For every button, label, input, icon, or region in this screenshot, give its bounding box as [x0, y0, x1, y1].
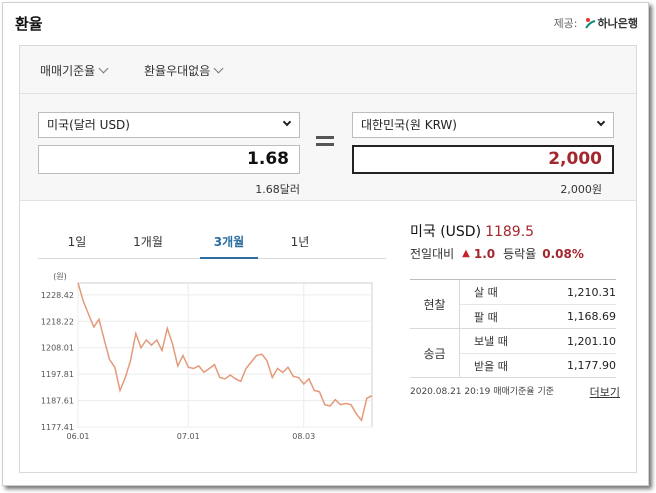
up-arrow-icon: ▲ — [462, 248, 470, 259]
row-label: 살 때 — [474, 284, 498, 300]
x-tick-label: 06.01 — [67, 432, 90, 441]
provider-name: 하나은행 — [598, 15, 638, 31]
from-currency-label: 미국(달러 USD) — [47, 118, 130, 132]
rate-detail-section: 1일 1개월 3개월 1년 1228.42 1218.22 1208.01 1197.… — [20, 201, 636, 472]
chevron-down-icon — [214, 64, 224, 74]
to-amount-input[interactable]: 2,000 — [352, 145, 614, 174]
change-value: 1.0 — [474, 247, 495, 261]
table-row: 받을 때 1,177.90 — [460, 353, 616, 377]
tab-1month[interactable]: 1개월 — [119, 233, 177, 250]
filter-bar: 매매기준율 환율우대없음 — [20, 46, 636, 94]
chevron-down-icon — [99, 64, 109, 74]
hana-logo-icon — [584, 17, 596, 29]
current-rate-summary: 미국 (USD) 1189.5 전일대비 ▲ 1.0 등락율 0.08% — [410, 221, 616, 262]
y-tick-label: 1218.22 — [41, 317, 74, 326]
rate-footnote: 2020.08.21 20:19 매매기준율 기준 더보기 — [410, 384, 620, 400]
dropdown-arrow-icon — [283, 118, 291, 126]
more-link[interactable]: 더보기 — [590, 384, 620, 400]
remittance-group: 송금 보낼 때 1,201.10 받을 때 1,177.90 — [410, 329, 616, 378]
row-value: 1,177.90 — [567, 359, 616, 372]
from-currency-select[interactable]: 미국(달러 USD) — [38, 112, 300, 138]
y-tick-label: 1187.61 — [41, 397, 74, 406]
currency-heading: 미국 (USD) 1189.5 — [410, 221, 616, 241]
dropdown-arrow-icon — [597, 118, 605, 126]
tab-1day[interactable]: 1일 — [48, 233, 106, 250]
widget-header: 환율 제공: 하나은행 — [13, 11, 638, 35]
x-tick-label: 07.01 — [177, 432, 200, 441]
row-label: 팔 때 — [474, 309, 498, 325]
ratio-label: 등락율 — [503, 245, 536, 262]
table-row: 보낼 때 1,201.10 — [460, 329, 616, 353]
group-label: 송금 — [410, 329, 460, 377]
y-tick-label: 1228.42 — [41, 291, 74, 300]
row-value: 1,210.31 — [567, 286, 616, 299]
provider-info: 제공: 하나은행 — [554, 15, 638, 31]
row-label: 받을 때 — [474, 358, 508, 374]
change-label: 전일대비 — [410, 245, 454, 262]
row-value: 1,168.69 — [567, 310, 616, 323]
country-name: 미국 (USD) — [410, 224, 481, 240]
from-amount-input[interactable]: 1.68 — [38, 145, 300, 174]
hana-bank-logo[interactable]: 하나은행 — [584, 15, 638, 31]
y-axis-unit: (원) — [53, 272, 67, 281]
row-label: 보낼 때 — [474, 333, 508, 349]
to-currency-select[interactable]: 대한민국(원 KRW) — [352, 112, 614, 138]
period-tabs: 1일 1개월 3개월 1년 — [38, 221, 386, 259]
y-tick-label: 1177.41 — [41, 423, 74, 432]
currency-converter: 미국(달러 USD) 1.68 1.68달러 대한민국(원 KRW) 2,000… — [20, 94, 636, 201]
rate-basis-dropdown[interactable]: 매매기준율 — [40, 62, 107, 79]
from-amount-text: 1.68달러 — [180, 181, 300, 197]
cash-group: 현찰 살 때 1,210.31 팔 때 1,168.69 — [410, 280, 616, 329]
widget-title: 환율 — [15, 13, 43, 34]
rate-basis-label: 매매기준율 — [40, 62, 95, 79]
rate-timestamp: 2020.08.21 20:19 매매기준율 기준 — [410, 384, 554, 400]
equals-icon — [316, 136, 334, 150]
table-row: 살 때 1,210.31 — [460, 280, 616, 304]
active-tab-indicator — [200, 257, 258, 259]
provider-label: 제공: — [554, 15, 578, 31]
current-rate: 1189.5 — [485, 224, 534, 240]
row-value: 1,201.10 — [567, 335, 616, 348]
tab-1year[interactable]: 1년 — [271, 233, 329, 250]
change-line: 전일대비 ▲ 1.0 등락율 0.08% — [410, 245, 616, 262]
rate-history-chart: 1228.42 1218.22 1208.01 1197.81 1187.61 1177.… — [40, 267, 380, 453]
table-row: 팔 때 1,168.69 — [460, 304, 616, 328]
to-amount-text: 2,000원 — [482, 181, 602, 197]
rate-table: 현찰 살 때 1,210.31 팔 때 1,168.69 송금 — [410, 279, 616, 378]
to-currency-label: 대한민국(원 KRW) — [361, 118, 457, 132]
preferential-rate-dropdown[interactable]: 환율우대없음 — [144, 62, 222, 79]
ratio-value: 0.08% — [542, 247, 584, 261]
exchange-rate-widget: 환율 제공: 하나은행 매매기준율 환율우대없음 — [2, 2, 649, 486]
group-label: 현찰 — [410, 280, 460, 328]
y-tick-label: 1208.01 — [41, 344, 74, 353]
x-tick-label: 08.03 — [292, 432, 315, 441]
y-tick-label: 1197.81 — [41, 370, 74, 379]
preferential-rate-label: 환율우대없음 — [144, 62, 210, 79]
converter-panel: 매매기준율 환율우대없음 미국(달러 USD) 1.68 1.68달러 대한민국… — [19, 45, 637, 473]
tab-3months[interactable]: 3개월 — [200, 233, 258, 250]
